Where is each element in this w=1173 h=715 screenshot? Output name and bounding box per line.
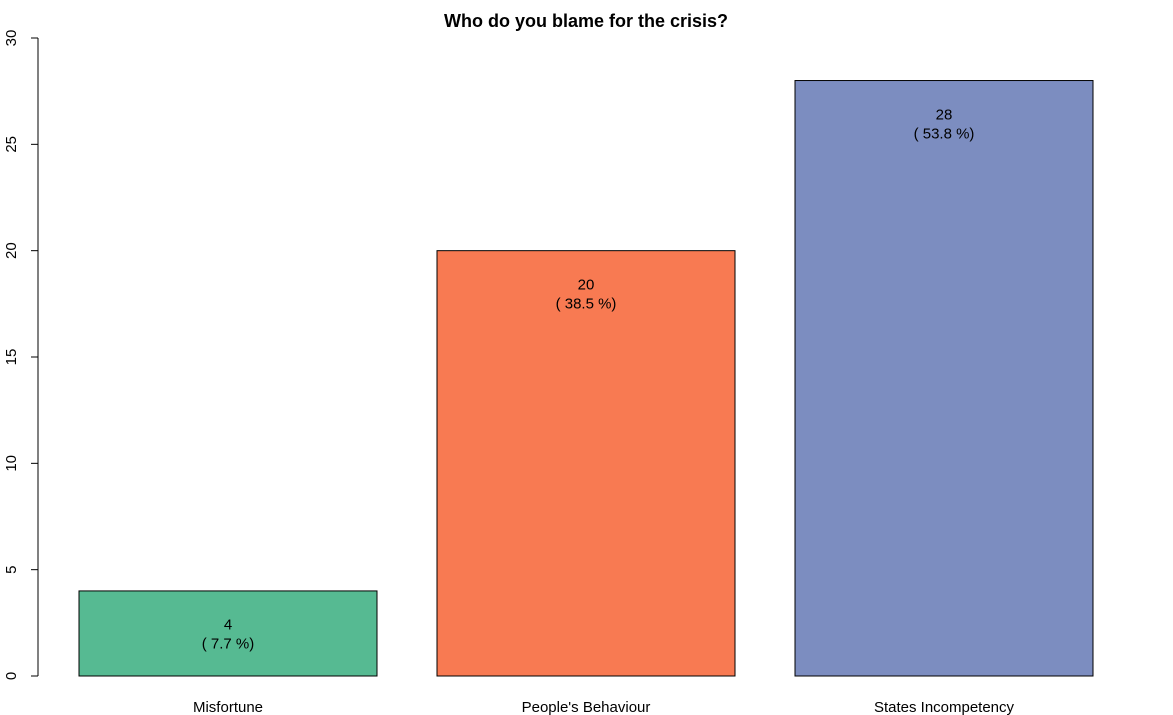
- data-label-value: 28: [936, 107, 953, 124]
- y-tick-label: 15: [3, 349, 20, 366]
- y-axis: 0 5 10 15 20 25 30: [3, 30, 39, 680]
- data-label-percent: ( 53.8 %): [914, 126, 975, 143]
- category-label: People's Behaviour: [522, 699, 651, 715]
- y-tick-label: 5: [3, 565, 20, 573]
- data-labels: 4 ( 7.7 %) 20 ( 38.5 %) 28 ( 53.8 %): [202, 107, 975, 653]
- category-labels: Misfortune People's Behaviour States Incom…: [193, 699, 1015, 715]
- category-label: States Incompetency: [874, 699, 1015, 715]
- y-tick-label: 10: [3, 455, 20, 472]
- category-label: Misfortune: [193, 699, 263, 715]
- y-tick-label: 30: [3, 30, 20, 47]
- bar: [436, 250, 736, 677]
- y-tick-label: 0: [3, 672, 20, 680]
- data-label-percent: ( 38.5 %): [556, 296, 617, 313]
- bar: [794, 80, 1094, 677]
- data-label-value: 4: [224, 616, 232, 633]
- data-label-percent: ( 7.7 %): [202, 635, 255, 652]
- bars: [78, 80, 1094, 677]
- chart-title: Who do you blame for the crisis?: [444, 11, 728, 31]
- y-tick-label: 25: [3, 136, 20, 153]
- data-label-value: 20: [578, 277, 595, 294]
- bar: [78, 590, 378, 677]
- y-tick-label: 20: [3, 242, 20, 259]
